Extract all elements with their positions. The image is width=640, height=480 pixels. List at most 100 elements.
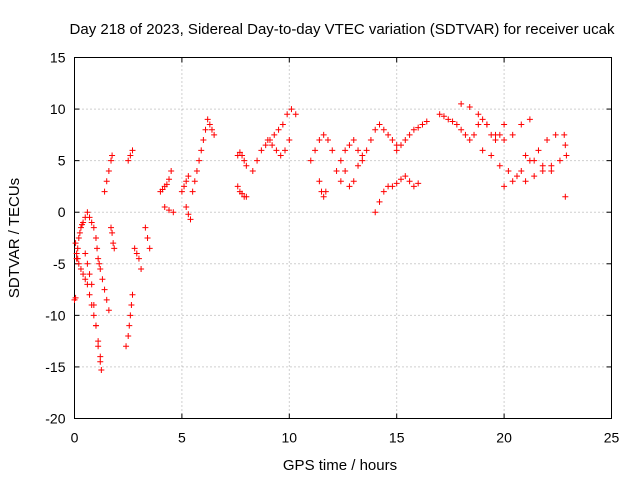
series-arc-s xyxy=(264,137,293,159)
series-arc-n xyxy=(183,204,194,223)
data-point xyxy=(367,137,374,144)
data-point xyxy=(146,245,153,252)
data-point xyxy=(98,367,105,374)
data-point xyxy=(264,137,271,144)
data-point xyxy=(372,126,379,133)
data-point xyxy=(73,250,80,257)
data-point xyxy=(72,240,79,247)
series-arc-f xyxy=(108,224,118,252)
x-tick-label: 20 xyxy=(496,430,512,446)
data-point xyxy=(329,147,336,154)
data-point xyxy=(376,198,383,205)
data-point xyxy=(211,131,218,138)
data-point xyxy=(239,152,246,159)
series-arc-v xyxy=(333,121,400,174)
data-point xyxy=(337,157,344,164)
data-point xyxy=(475,111,482,118)
data-point xyxy=(86,214,93,221)
data-point xyxy=(402,173,409,180)
data-point xyxy=(88,281,95,288)
data-point xyxy=(185,211,192,218)
data-point xyxy=(466,137,473,144)
data-point xyxy=(189,188,196,195)
data-point xyxy=(241,157,248,164)
data-points xyxy=(71,100,570,374)
data-point xyxy=(105,307,112,314)
data-point xyxy=(453,121,460,128)
data-point xyxy=(128,302,135,309)
series-arc-y xyxy=(393,118,430,154)
data-point xyxy=(535,147,542,154)
y-tick-label: -5 xyxy=(53,256,66,272)
data-point xyxy=(126,322,133,329)
data-point xyxy=(563,152,570,159)
data-point xyxy=(103,296,110,303)
data-point xyxy=(105,167,112,174)
data-point xyxy=(125,332,132,339)
data-point xyxy=(131,245,138,252)
data-point xyxy=(97,358,104,365)
data-point xyxy=(492,137,499,144)
data-point xyxy=(522,152,529,159)
data-point xyxy=(279,121,286,128)
data-point xyxy=(200,137,207,144)
data-point xyxy=(202,126,209,133)
series-arc-h xyxy=(125,147,136,164)
data-point xyxy=(275,126,282,133)
data-point xyxy=(312,147,319,154)
grid-lines xyxy=(74,57,612,419)
y-tick-label: -10 xyxy=(45,307,65,323)
data-point xyxy=(72,294,79,301)
data-point xyxy=(552,131,559,138)
data-point xyxy=(243,193,250,200)
series-arc-ad xyxy=(522,152,555,174)
data-point xyxy=(402,137,409,144)
data-point xyxy=(129,291,136,298)
data-point xyxy=(206,121,213,128)
series-arc-i xyxy=(131,245,145,272)
series-arc-u xyxy=(316,178,329,200)
data-point xyxy=(76,229,83,236)
data-point xyxy=(385,131,392,138)
data-point xyxy=(505,167,512,174)
y-tick-label: 0 xyxy=(58,204,66,220)
data-point xyxy=(84,209,91,216)
data-point xyxy=(522,178,529,185)
data-point xyxy=(475,121,482,128)
data-point xyxy=(561,131,568,138)
y-tick-label: 10 xyxy=(50,101,66,117)
data-point xyxy=(458,100,465,107)
data-point xyxy=(531,173,538,180)
data-point xyxy=(86,291,93,298)
data-point xyxy=(286,137,293,144)
data-point xyxy=(163,181,170,188)
data-point xyxy=(359,152,366,159)
data-point xyxy=(397,142,404,149)
data-point xyxy=(350,178,357,185)
x-tick-label: 5 xyxy=(178,430,186,446)
data-point xyxy=(90,224,97,231)
series-arc-aa xyxy=(458,100,533,144)
series-arc-l xyxy=(161,204,177,216)
data-point xyxy=(562,193,569,200)
data-point xyxy=(170,209,177,216)
data-point xyxy=(249,167,256,174)
data-point xyxy=(166,207,173,214)
data-point xyxy=(254,157,261,164)
data-point xyxy=(239,190,246,197)
data-point xyxy=(509,131,516,138)
data-point xyxy=(75,260,82,267)
data-point xyxy=(82,276,89,283)
series-arc-e xyxy=(101,152,116,195)
series-arc-ac xyxy=(501,131,559,190)
y-axis-label: SDTVAR / TECUs xyxy=(6,178,23,298)
data-point xyxy=(138,265,145,272)
data-point xyxy=(406,131,413,138)
data-point xyxy=(178,188,185,195)
data-point xyxy=(181,183,188,190)
data-point xyxy=(471,131,478,138)
data-point xyxy=(466,104,473,111)
data-point xyxy=(243,162,250,169)
series-arc-z xyxy=(436,111,508,144)
data-point xyxy=(90,312,97,319)
